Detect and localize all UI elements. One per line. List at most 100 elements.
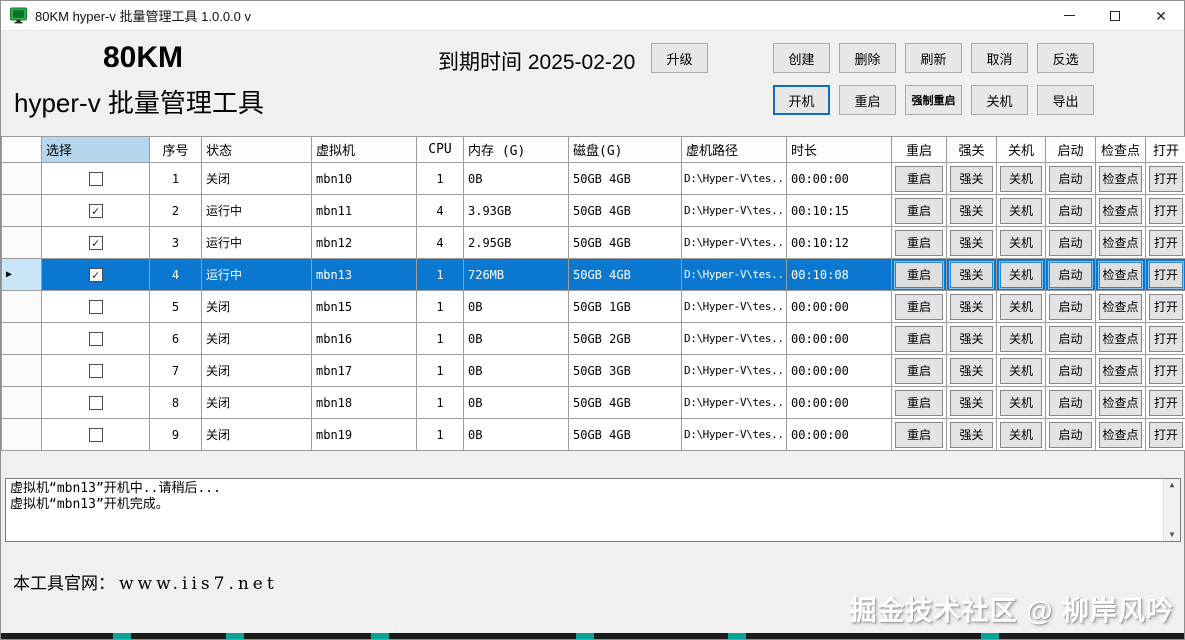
force-restart-button[interactable]: 强制重启: [905, 85, 962, 115]
minimize-button[interactable]: [1046, 1, 1092, 30]
row-force-off-button[interactable]: 强关: [950, 261, 993, 288]
header-cpu[interactable]: CPU: [416, 136, 464, 163]
delete-button[interactable]: 删除: [839, 43, 896, 73]
table-row[interactable]: 7 关闭 mbn17 1 0B 50GB 3GB D:\Hyper-V\tes.…: [1, 354, 1185, 387]
row-restart-button[interactable]: 重启: [895, 389, 943, 416]
log-output[interactable]: 虚拟机“mbn13”开机中..请稍后... 虚拟机“mbn13”开机完成。 ▲ …: [5, 478, 1181, 542]
row-checkpoint-button[interactable]: 检查点: [1099, 325, 1142, 352]
scroll-up-icon[interactable]: ▲: [1169, 480, 1175, 489]
row-shutdown-button[interactable]: 关机: [1000, 357, 1042, 384]
close-button[interactable]: ✕: [1138, 1, 1184, 30]
checkbox-cell[interactable]: [41, 386, 150, 419]
refresh-button[interactable]: 刷新: [905, 43, 962, 73]
row-restart-button[interactable]: 重启: [895, 229, 943, 256]
header-index[interactable]: 序号: [149, 136, 202, 163]
row-open-button[interactable]: 打开: [1149, 229, 1183, 256]
row-selector-cell[interactable]: [1, 418, 42, 451]
row-start-button[interactable]: 启动: [1049, 325, 1092, 352]
row-shutdown-button[interactable]: 关机: [1000, 229, 1042, 256]
row-checkbox[interactable]: [88, 427, 103, 442]
header-start[interactable]: 启动: [1045, 136, 1096, 163]
header-shutdown[interactable]: 关机: [996, 136, 1046, 163]
row-shutdown-button[interactable]: 关机: [1000, 293, 1042, 320]
row-force-off-button[interactable]: 强关: [950, 293, 993, 320]
row-checkbox[interactable]: ✓: [88, 203, 103, 218]
header-open[interactable]: 打开: [1145, 136, 1185, 163]
row-force-off-button[interactable]: 强关: [950, 357, 993, 384]
table-row[interactable]: 5 关闭 mbn15 1 0B 50GB 1GB D:\Hyper-V\tes.…: [1, 290, 1185, 323]
row-start-button[interactable]: 启动: [1049, 229, 1092, 256]
row-checkbox[interactable]: [88, 299, 103, 314]
row-open-button[interactable]: 打开: [1149, 165, 1183, 192]
checkbox-cell[interactable]: [41, 290, 150, 323]
table-row[interactable]: ✓ 2 运行中 mbn11 4 3.93GB 50GB 4GB D:\Hyper…: [1, 194, 1185, 227]
row-selector-cell[interactable]: [1, 354, 42, 387]
header-select[interactable]: 选择: [41, 136, 150, 163]
header-path[interactable]: 虚机路径: [681, 136, 787, 163]
row-start-button[interactable]: 启动: [1049, 389, 1092, 416]
row-open-button[interactable]: 打开: [1149, 325, 1183, 352]
row-checkpoint-button[interactable]: 检查点: [1099, 357, 1142, 384]
table-row[interactable]: 6 关闭 mbn16 1 0B 50GB 2GB D:\Hyper-V\tes.…: [1, 322, 1185, 355]
table-row[interactable]: 1 关闭 mbn10 1 0B 50GB 4GB D:\Hyper-V\tes.…: [1, 162, 1185, 195]
checkbox-cell[interactable]: [41, 418, 150, 451]
row-shutdown-button[interactable]: 关机: [1000, 261, 1042, 288]
row-selector-cell[interactable]: [1, 226, 42, 259]
row-start-button[interactable]: 启动: [1049, 165, 1092, 192]
row-open-button[interactable]: 打开: [1149, 293, 1183, 320]
row-open-button[interactable]: 打开: [1149, 357, 1183, 384]
maximize-button[interactable]: [1092, 1, 1138, 30]
row-selector-cell[interactable]: [1, 162, 42, 195]
row-checkpoint-button[interactable]: 检查点: [1099, 165, 1142, 192]
row-selector-cell[interactable]: [1, 194, 42, 227]
row-restart-button[interactable]: 重启: [895, 197, 943, 224]
log-scrollbar[interactable]: ▲ ▼: [1163, 479, 1180, 541]
row-selector-cell[interactable]: ▶: [1, 258, 42, 291]
row-start-button[interactable]: 启动: [1049, 197, 1092, 224]
header-checkpoint[interactable]: 检查点: [1095, 136, 1146, 163]
row-open-button[interactable]: 打开: [1149, 421, 1183, 448]
create-button[interactable]: 创建: [773, 43, 830, 73]
cancel-button[interactable]: 取消: [971, 43, 1028, 73]
upgrade-button[interactable]: 升级: [651, 43, 708, 73]
checkbox-cell[interactable]: ✓: [41, 258, 150, 291]
row-restart-button[interactable]: 重启: [895, 421, 943, 448]
row-start-button[interactable]: 启动: [1049, 261, 1092, 288]
row-force-off-button[interactable]: 强关: [950, 229, 993, 256]
row-shutdown-button[interactable]: 关机: [1000, 325, 1042, 352]
header-restart[interactable]: 重启: [891, 136, 947, 163]
row-force-off-button[interactable]: 强关: [950, 165, 993, 192]
title-bar[interactable]: 80KM hyper-v 批量管理工具 1.0.0.0 v ✕: [1, 1, 1184, 31]
row-shutdown-button[interactable]: 关机: [1000, 165, 1042, 192]
row-checkpoint-button[interactable]: 检查点: [1099, 229, 1142, 256]
row-force-off-button[interactable]: 强关: [950, 197, 993, 224]
row-shutdown-button[interactable]: 关机: [1000, 389, 1042, 416]
row-restart-button[interactable]: 重启: [895, 325, 943, 352]
row-checkbox[interactable]: [88, 171, 103, 186]
row-selector-cell[interactable]: [1, 290, 42, 323]
row-start-button[interactable]: 启动: [1049, 421, 1092, 448]
scroll-down-icon[interactable]: ▼: [1169, 530, 1175, 539]
row-force-off-button[interactable]: 强关: [950, 389, 993, 416]
row-start-button[interactable]: 启动: [1049, 293, 1092, 320]
checkbox-cell[interactable]: [41, 322, 150, 355]
table-row[interactable]: 8 关闭 mbn18 1 0B 50GB 4GB D:\Hyper-V\tes.…: [1, 386, 1185, 419]
row-force-off-button[interactable]: 强关: [950, 325, 993, 352]
row-restart-button[interactable]: 重启: [895, 357, 943, 384]
table-row[interactable]: ✓ 3 运行中 mbn12 4 2.95GB 50GB 4GB D:\Hyper…: [1, 226, 1185, 259]
header-duration[interactable]: 时长: [786, 136, 892, 163]
row-open-button[interactable]: 打开: [1149, 261, 1183, 288]
row-shutdown-button[interactable]: 关机: [1000, 197, 1042, 224]
power-on-button[interactable]: 开机: [773, 85, 830, 115]
checkbox-cell[interactable]: [41, 354, 150, 387]
row-force-off-button[interactable]: 强关: [950, 421, 993, 448]
row-checkbox[interactable]: [88, 395, 103, 410]
export-button[interactable]: 导出: [1037, 85, 1094, 115]
header-memory[interactable]: 内存 (G): [463, 136, 569, 163]
table-row[interactable]: 9 关闭 mbn19 1 0B 50GB 4GB D:\Hyper-V\tes.…: [1, 418, 1185, 451]
row-checkbox[interactable]: ✓: [88, 267, 103, 282]
invert-select-button[interactable]: 反选: [1037, 43, 1094, 73]
checkbox-cell[interactable]: ✓: [41, 226, 150, 259]
row-checkpoint-button[interactable]: 检查点: [1099, 389, 1142, 416]
header-disk[interactable]: 磁盘(G): [568, 136, 682, 163]
